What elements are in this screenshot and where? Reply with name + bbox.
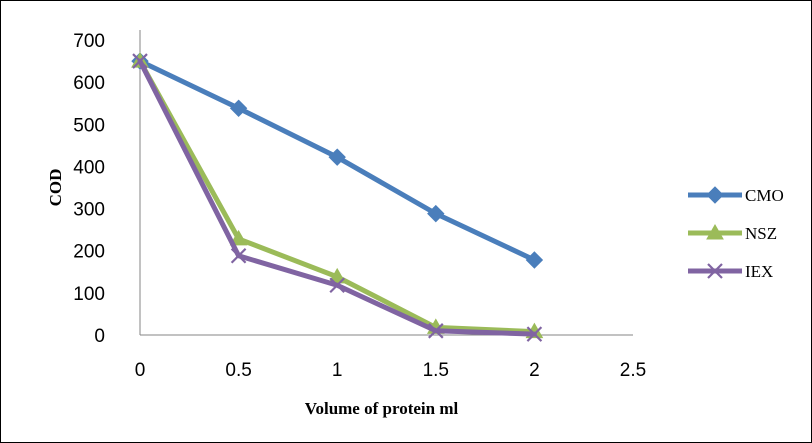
y-tick-labels: 0 100 200 300 400 500 600 700	[73, 31, 105, 347]
legend-item-cmo: CMO	[688, 186, 784, 205]
series-line-iex	[137, 58, 537, 337]
x-tick-label: 2.5	[620, 360, 646, 381]
data-point-iex	[428, 323, 444, 339]
y-tick-label: 700	[73, 31, 105, 52]
y-tick-label: 400	[73, 157, 105, 178]
data-point-cmo	[525, 251, 544, 269]
x-tick-label: 0	[135, 360, 146, 381]
series-layer	[131, 52, 544, 342]
y-tick-label: 0	[94, 326, 105, 347]
y-tick-label: 300	[73, 200, 105, 221]
legend-label-nsz: NSZ	[745, 224, 777, 243]
x-tick-label: 0.5	[225, 360, 251, 381]
data-point-cmo	[328, 148, 346, 166]
series-nsz	[131, 52, 544, 339]
series-line-nsz	[137, 58, 537, 335]
x-tick-labels: 0 0.5 1 1.5 2 2.5	[135, 360, 647, 381]
legend-item-iex: IEX	[688, 262, 773, 281]
data-point-iex	[329, 277, 345, 294]
x-axis-title: Volume of protein ml	[305, 399, 459, 418]
legend-marker-nsz	[706, 223, 724, 240]
x-tick-label: 1.5	[423, 360, 449, 381]
x-tick-label: 1	[332, 360, 343, 381]
legend-item-nsz: NSZ	[688, 223, 777, 243]
y-tick-label: 200	[73, 242, 105, 263]
legend: CMO NSZ IEX	[688, 186, 784, 281]
data-point-iex	[132, 53, 148, 69]
series-iex	[132, 53, 543, 342]
axes	[139, 30, 633, 336]
y-tick-label: 600	[73, 73, 105, 94]
legend-marker-cmo	[706, 186, 724, 204]
data-point-cmo	[229, 99, 248, 117]
legend-marker-iex	[707, 263, 723, 279]
legend-label-cmo: CMO	[745, 186, 784, 205]
y-axis-title: COD	[46, 169, 65, 207]
data-point-iex	[230, 247, 247, 264]
data-point-iex	[526, 326, 543, 342]
data-point-cmo	[427, 204, 445, 223]
y-tick-label: 100	[73, 284, 105, 305]
series-cmo	[131, 52, 544, 269]
legend-label-iex: IEX	[745, 262, 773, 281]
y-tick-label: 500	[73, 115, 105, 136]
x-tick-label: 2	[529, 360, 540, 381]
data-point-nsz	[229, 229, 248, 246]
